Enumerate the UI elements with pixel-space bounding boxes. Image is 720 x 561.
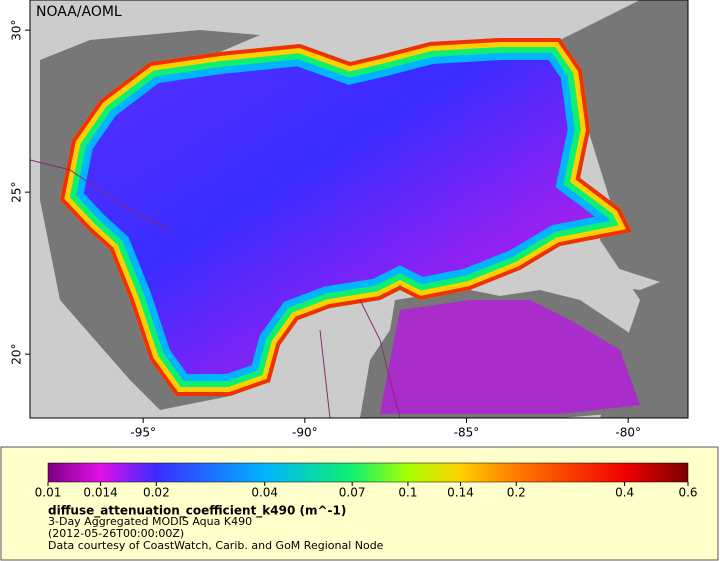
colorbar-tick-label: 0.2: [507, 486, 526, 500]
colorbar-tick-label: 0.014: [83, 486, 117, 500]
border: [30, 159, 171, 231]
legend-variable: diffuse_attenuation_coefficient_k490 (m^…: [48, 504, 346, 519]
gulf-water: [60, 38, 632, 396]
colorbar-tick-label: 0.02: [143, 486, 170, 500]
colorbar-tick-label: 0.04: [251, 486, 278, 500]
colorbar-tick-label: 0.4: [615, 486, 634, 500]
caribbean-water: [380, 300, 640, 414]
colorbar-tick-label: 0.14: [447, 486, 474, 500]
map-area: NOAA/AOML: [30, 0, 688, 418]
y-tick-label: 25°: [10, 182, 24, 203]
x-tick-label: -90°: [292, 426, 318, 440]
map-frame: [29, 0, 689, 419]
map-credit: NOAA/AOML: [36, 4, 122, 20]
x-tick-label: -80°: [615, 426, 641, 440]
legend-description: 3-Day Aggregated MODIS Aqua K490: [48, 515, 252, 528]
colorbar-tick-label: 0.01: [35, 486, 62, 500]
cuba: [470, 262, 660, 296]
border: [319, 329, 331, 418]
colorbar-tick-label: 0.6: [678, 486, 697, 500]
x-tick-label: -95°: [130, 426, 156, 440]
colorbar: [47, 462, 689, 483]
x-tick-label: -85°: [454, 426, 480, 440]
y-tick-label: 30°: [10, 19, 24, 40]
border: [359, 299, 401, 418]
legend-credit: Data courtesy of CoastWatch, Carib. and …: [48, 539, 384, 552]
colorbar-tick-label: 0.1: [398, 486, 417, 500]
no-data-west: [40, 30, 260, 410]
y-tick-label: 20°: [10, 344, 24, 365]
legend-time: (2012-05-26T00:00:00Z): [48, 527, 184, 540]
colorbar-tick-label: 0.07: [339, 486, 366, 500]
no-data-ocean: [560, 0, 688, 418]
